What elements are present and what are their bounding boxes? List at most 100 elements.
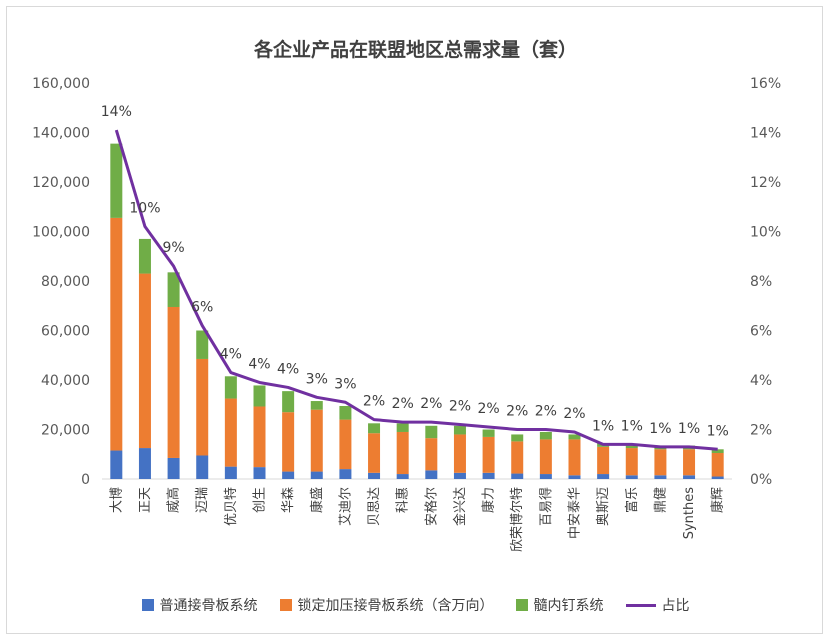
bar-segment — [110, 450, 123, 479]
bar-segment — [368, 423, 381, 434]
y-left-tick-label: 80,000 — [41, 274, 90, 290]
x-category-label: 康力 — [481, 487, 497, 513]
share-data-label: 1% — [707, 423, 729, 439]
legend-label: 普通接骨板系统 — [159, 598, 258, 614]
bar-segment — [224, 376, 237, 399]
share-data-label: 6% — [191, 300, 213, 316]
bar-segment — [167, 272, 180, 307]
y-left-tick-label: 60,000 — [41, 324, 90, 340]
bar-segment — [282, 391, 295, 413]
share-data-label: 3% — [306, 371, 328, 387]
bar-segment — [110, 143, 123, 218]
y-left-tick-label: 20,000 — [41, 423, 90, 439]
bar-segment — [482, 472, 495, 479]
bar-segment — [482, 436, 495, 473]
bar-segment — [425, 425, 438, 439]
bar-segment — [196, 330, 209, 359]
legend-line-swatch — [625, 603, 656, 607]
bar-segment — [396, 423, 409, 432]
bar-segment — [224, 398, 237, 467]
share-data-label: 2% — [563, 406, 585, 422]
bar-segment — [196, 358, 209, 456]
bar-segment — [539, 474, 552, 479]
bar-segment — [310, 471, 323, 479]
bar-segment — [167, 457, 180, 479]
x-category-label: 康盛 — [309, 487, 325, 513]
bar-segment — [310, 409, 323, 472]
y-left-tick-label: 0 — [81, 472, 90, 488]
bar-segment — [196, 455, 209, 479]
x-category-label: 优贝特 — [224, 487, 239, 526]
legend-swatch — [515, 599, 528, 611]
bar-segment — [224, 466, 237, 479]
bar-segment — [711, 449, 724, 454]
share-data-label: 9% — [162, 240, 184, 256]
bar-segment — [683, 475, 696, 479]
bar-segment — [482, 429, 495, 437]
bar-segment — [511, 434, 524, 442]
bar-segment — [453, 434, 466, 473]
y-right-tick-label: 16% — [750, 76, 781, 92]
legend-item: 髓内钉系统 — [515, 595, 604, 615]
legend-swatch — [279, 599, 292, 611]
x-category-label: 安格尔 — [423, 487, 439, 526]
x-category-label: 奥斯迈 — [596, 487, 611, 526]
legend-label: 占比 — [661, 598, 690, 614]
share-data-label: 14% — [101, 104, 132, 120]
bar-segment — [568, 439, 581, 476]
legend-item: 普通接骨板系统 — [141, 595, 258, 615]
bar-segment — [167, 306, 180, 458]
share-data-label: 1% — [621, 418, 643, 434]
y-left-tick-label: 140,000 — [32, 126, 90, 142]
x-category-label: 大博 — [109, 487, 124, 513]
x-category-label: 鼎健 — [653, 487, 668, 513]
bar-segment — [654, 449, 667, 476]
bar-segment — [711, 453, 724, 477]
share-data-label: 2% — [363, 394, 385, 410]
bar-segment — [511, 473, 524, 479]
y-left-tick-label: 40,000 — [41, 373, 90, 389]
bar-segment — [396, 431, 409, 475]
y-left-tick-label: 100,000 — [32, 225, 90, 241]
bar-segment — [711, 476, 724, 479]
share-data-label: 1% — [649, 421, 671, 437]
legend-item: 锁定加压接骨板系统（含万向） — [279, 595, 494, 615]
bar-segment — [396, 474, 409, 479]
x-category-label: 正天 — [138, 487, 153, 513]
bar-segment — [425, 438, 438, 471]
y-right-tick-label: 2% — [750, 423, 772, 439]
x-category-label: 威高 — [166, 487, 182, 513]
bar-segment — [453, 425, 466, 435]
bar-segment — [110, 217, 123, 451]
share-data-label: 2% — [449, 399, 471, 415]
bar-segment — [339, 469, 352, 479]
share-data-label: 4% — [220, 347, 242, 363]
bar-segment — [597, 446, 610, 475]
share-data-label: 2% — [392, 396, 414, 412]
y-right-tick-label: 6% — [750, 324, 772, 340]
bar-segment — [597, 474, 610, 479]
share-line — [114, 129, 718, 451]
bar-segment — [138, 238, 151, 274]
bar-segment — [282, 471, 295, 479]
bar-segment — [138, 273, 151, 449]
share-data-label: 10% — [129, 201, 160, 217]
bar-segment — [625, 448, 638, 476]
legend-swatch — [141, 599, 154, 611]
share-data-label: 3% — [334, 376, 356, 392]
bar-segment — [654, 475, 667, 479]
x-category-label: 中安泰华 — [568, 487, 583, 539]
bar-segment — [339, 419, 352, 470]
share-data-label: 1% — [678, 421, 700, 437]
x-category-label: Synthes — [682, 487, 697, 540]
y-right-tick-label: 12% — [750, 175, 781, 191]
y-right-tick-label: 14% — [750, 126, 781, 142]
legend-label: 髓内钉系统 — [533, 598, 604, 614]
y-right-tick-label: 0% — [750, 472, 772, 488]
bar-segment — [368, 433, 381, 473]
bar-segment — [568, 434, 581, 440]
y-left-tick-label: 160,000 — [32, 76, 90, 92]
share-data-label: 2% — [420, 396, 442, 412]
x-category-label: 科惠 — [396, 487, 411, 513]
share-data-label: 2% — [477, 401, 499, 417]
